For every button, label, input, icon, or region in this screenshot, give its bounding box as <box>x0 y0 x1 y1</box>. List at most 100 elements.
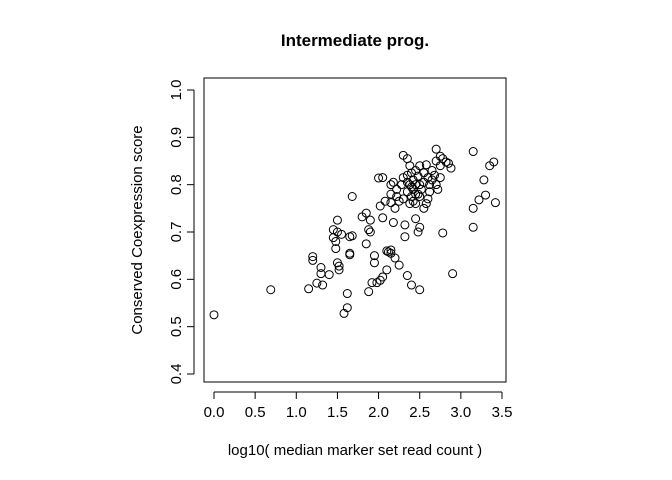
data-point <box>421 199 431 209</box>
y-tick-label: 0.9 <box>168 127 185 148</box>
data-point <box>347 231 357 241</box>
x-tick-label: 0.5 <box>245 404 266 421</box>
data-point <box>448 269 458 279</box>
data-point <box>361 208 371 218</box>
data-point <box>386 180 396 190</box>
data-point <box>427 165 437 175</box>
data-point <box>415 222 425 232</box>
data-point <box>425 187 435 197</box>
y-tick-label: 0.4 <box>168 364 185 385</box>
data-point <box>378 213 388 223</box>
data-point <box>430 170 440 180</box>
data-point <box>316 263 326 272</box>
data-points <box>209 144 500 320</box>
y-tick-label: 0.6 <box>168 269 185 290</box>
x-axis: 0.0 0.5 1.0 1.5 2.0 2.5 3.0 3.5 <box>204 391 513 421</box>
data-point <box>364 225 374 235</box>
data-point <box>316 269 326 279</box>
data-point <box>345 250 355 260</box>
x-tick-label: 2.0 <box>368 404 389 421</box>
data-point <box>411 180 421 190</box>
data-point <box>444 158 454 168</box>
data-point <box>435 173 445 183</box>
data-point <box>489 157 499 167</box>
data-point <box>388 177 398 187</box>
data-point <box>318 280 328 290</box>
x-tick-label: 1.0 <box>286 404 307 421</box>
y-tick-label: 0.5 <box>168 316 185 337</box>
data-point <box>383 247 393 257</box>
x-tick-label: 2.5 <box>409 404 430 421</box>
data-point <box>342 289 352 299</box>
x-tick-label: 3.0 <box>450 404 471 421</box>
data-point <box>374 173 384 183</box>
data-point <box>431 180 441 190</box>
x-tick-label: 3.5 <box>492 404 513 421</box>
data-point <box>375 201 385 211</box>
data-point <box>365 227 375 237</box>
data-point <box>380 196 390 206</box>
data-point <box>386 189 396 199</box>
data-point <box>209 310 219 320</box>
data-point <box>382 265 392 275</box>
x-tick-label: 0.0 <box>204 404 225 421</box>
data-point <box>406 280 416 290</box>
plot-frame <box>203 77 507 383</box>
data-point <box>308 252 318 262</box>
data-point <box>405 180 415 190</box>
data-point <box>481 190 491 200</box>
data-point <box>367 278 377 288</box>
y-tick-label: 0.7 <box>168 222 185 243</box>
data-point <box>365 215 375 225</box>
data-point <box>413 189 423 199</box>
data-point <box>411 214 421 224</box>
data-point <box>331 244 341 254</box>
data-point <box>266 285 276 295</box>
data-point <box>386 245 396 255</box>
data-point <box>337 229 347 239</box>
data-point <box>308 255 318 265</box>
data-point <box>361 239 371 249</box>
data-point <box>334 265 344 275</box>
data-point <box>378 173 388 183</box>
data-point <box>369 251 379 261</box>
x-axis-label: log10( median marker set read count ) <box>228 442 482 459</box>
data-point <box>347 192 357 201</box>
data-point <box>398 194 408 204</box>
data-point <box>441 157 451 167</box>
data-point <box>415 161 425 171</box>
data-point <box>332 215 342 225</box>
data-point <box>438 154 448 164</box>
x-tick-label: 1.5 <box>327 404 348 421</box>
data-point <box>334 261 344 271</box>
data-point <box>431 144 441 154</box>
data-point <box>425 180 435 190</box>
data-point <box>413 227 423 237</box>
data-point <box>388 218 398 228</box>
data-point <box>312 278 322 288</box>
data-point <box>390 253 400 263</box>
data-point <box>435 151 445 161</box>
data-point <box>433 184 443 194</box>
data-point <box>364 287 374 297</box>
y-tick-label: 0.8 <box>168 174 185 195</box>
data-point <box>402 271 412 281</box>
data-point <box>490 198 500 208</box>
data-point <box>331 236 341 246</box>
chart-title: Intermediate prog. <box>281 31 429 50</box>
y-axis-label: Conserved Coexpression score <box>129 125 146 334</box>
data-point <box>474 195 484 205</box>
data-point <box>438 228 448 238</box>
data-point <box>411 199 421 209</box>
data-point <box>400 232 410 242</box>
data-point <box>421 160 431 170</box>
data-point <box>468 222 478 232</box>
data-point <box>392 184 402 194</box>
data-point <box>304 284 314 294</box>
data-point <box>415 285 425 295</box>
data-point <box>400 220 410 230</box>
y-tick-label: 1.0 <box>168 80 185 101</box>
data-point <box>479 175 489 185</box>
data-point <box>415 192 425 201</box>
